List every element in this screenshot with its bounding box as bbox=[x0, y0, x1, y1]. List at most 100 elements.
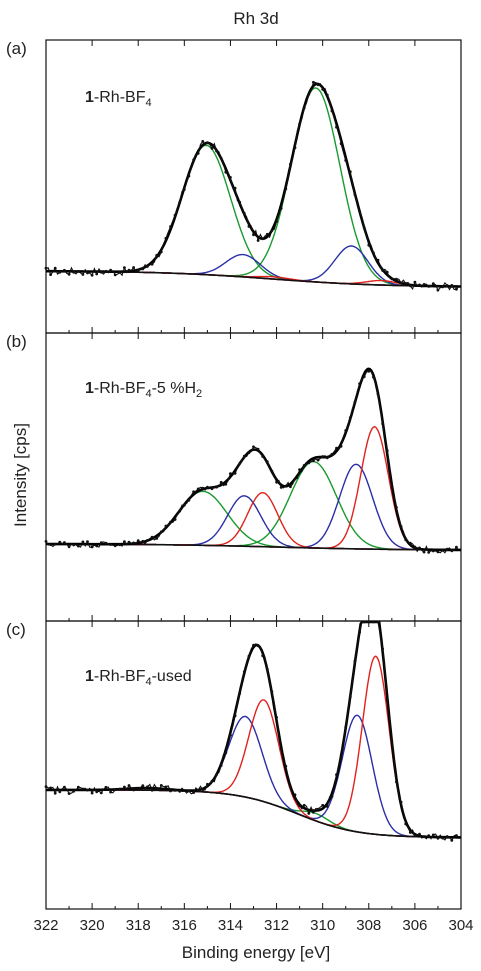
x-tick-label: 320 bbox=[80, 917, 105, 934]
data-point bbox=[67, 545, 71, 549]
data-point bbox=[187, 174, 191, 178]
panel-label: (a) bbox=[6, 39, 27, 58]
component-green-1 bbox=[46, 460, 461, 551]
data-point bbox=[238, 462, 242, 465]
data-point bbox=[159, 250, 163, 254]
data-point bbox=[353, 193, 357, 197]
data-point bbox=[196, 487, 200, 491]
data-point bbox=[76, 544, 80, 548]
data-point bbox=[252, 643, 255, 647]
data-point bbox=[81, 540, 85, 544]
data-point bbox=[312, 459, 315, 463]
x-tick-label: 322 bbox=[33, 917, 58, 934]
component-green-0 bbox=[46, 144, 461, 288]
x-tick-label: 316 bbox=[172, 917, 197, 934]
data-point bbox=[159, 784, 163, 787]
data-point bbox=[127, 540, 131, 544]
data-point bbox=[178, 201, 182, 204]
data-point bbox=[252, 445, 255, 449]
data-point bbox=[418, 832, 421, 836]
data-point bbox=[206, 141, 209, 145]
data-point bbox=[441, 836, 444, 840]
data-point bbox=[49, 786, 52, 790]
data-point bbox=[422, 283, 426, 286]
data-point bbox=[413, 545, 417, 549]
component-red-5 bbox=[46, 426, 461, 551]
data-point bbox=[81, 787, 85, 791]
sample-label: 1-Rh-BF4-used bbox=[85, 668, 192, 688]
data-point bbox=[127, 784, 131, 787]
sample-label: 1-Rh-BF4 bbox=[85, 89, 152, 109]
data-point bbox=[150, 535, 154, 539]
data-point bbox=[104, 785, 108, 789]
data-point bbox=[413, 280, 417, 284]
data-point bbox=[58, 270, 62, 274]
data-point bbox=[95, 790, 99, 794]
data-point bbox=[390, 739, 394, 743]
data-point bbox=[261, 237, 265, 241]
data-point bbox=[408, 284, 412, 288]
data-point bbox=[187, 789, 191, 793]
data-point bbox=[404, 822, 408, 826]
data-point bbox=[178, 509, 182, 513]
data-point bbox=[210, 779, 214, 783]
component-blue-3 bbox=[46, 463, 461, 551]
data-point bbox=[123, 540, 126, 544]
data-point bbox=[270, 469, 274, 473]
data-point bbox=[293, 477, 297, 481]
data-point bbox=[206, 485, 209, 489]
panel-label: (c) bbox=[6, 620, 26, 639]
data-point bbox=[413, 834, 417, 838]
data-point bbox=[256, 239, 260, 242]
x-axis-label: Binding energy [eV] bbox=[182, 943, 330, 962]
data-point bbox=[132, 266, 136, 269]
data-point bbox=[201, 788, 205, 792]
data-point bbox=[67, 792, 71, 795]
data-point bbox=[307, 92, 311, 96]
data-point bbox=[270, 690, 274, 694]
data-point bbox=[302, 106, 306, 110]
data-point bbox=[150, 262, 154, 266]
data-point bbox=[395, 506, 398, 509]
data-point bbox=[49, 273, 52, 276]
data-point bbox=[95, 544, 99, 548]
data-point bbox=[109, 543, 112, 546]
data-point bbox=[422, 835, 426, 839]
data-point bbox=[372, 375, 375, 379]
data-point bbox=[431, 549, 435, 553]
data-point bbox=[196, 152, 200, 155]
data-point bbox=[182, 789, 186, 792]
data-point bbox=[229, 472, 232, 475]
data-point bbox=[436, 836, 440, 840]
data-point bbox=[330, 109, 334, 113]
data-point bbox=[385, 449, 389, 453]
data-point bbox=[44, 785, 48, 788]
data-point bbox=[450, 549, 454, 553]
data-point bbox=[348, 416, 352, 419]
x-tick-label: 312 bbox=[264, 917, 289, 934]
data-point bbox=[298, 468, 301, 471]
data-point bbox=[72, 789, 76, 793]
fit-envelope bbox=[46, 82, 461, 288]
data-point bbox=[146, 785, 149, 789]
data-point bbox=[219, 156, 223, 160]
x-tick-label: 306 bbox=[402, 917, 427, 934]
data-point bbox=[86, 540, 89, 544]
data-point bbox=[445, 547, 449, 551]
data-point bbox=[178, 789, 182, 793]
data-point bbox=[49, 543, 52, 546]
data-point bbox=[72, 270, 76, 274]
data-point bbox=[450, 839, 454, 842]
data-point bbox=[275, 716, 278, 719]
data-point bbox=[99, 270, 103, 274]
data-point bbox=[307, 812, 311, 815]
data-point bbox=[229, 733, 232, 737]
data-point bbox=[242, 454, 246, 458]
data-point bbox=[233, 714, 237, 718]
data-point bbox=[155, 537, 159, 540]
data-point bbox=[164, 236, 168, 240]
data-point bbox=[335, 125, 338, 129]
data-point bbox=[90, 545, 94, 549]
data-point bbox=[335, 773, 338, 777]
